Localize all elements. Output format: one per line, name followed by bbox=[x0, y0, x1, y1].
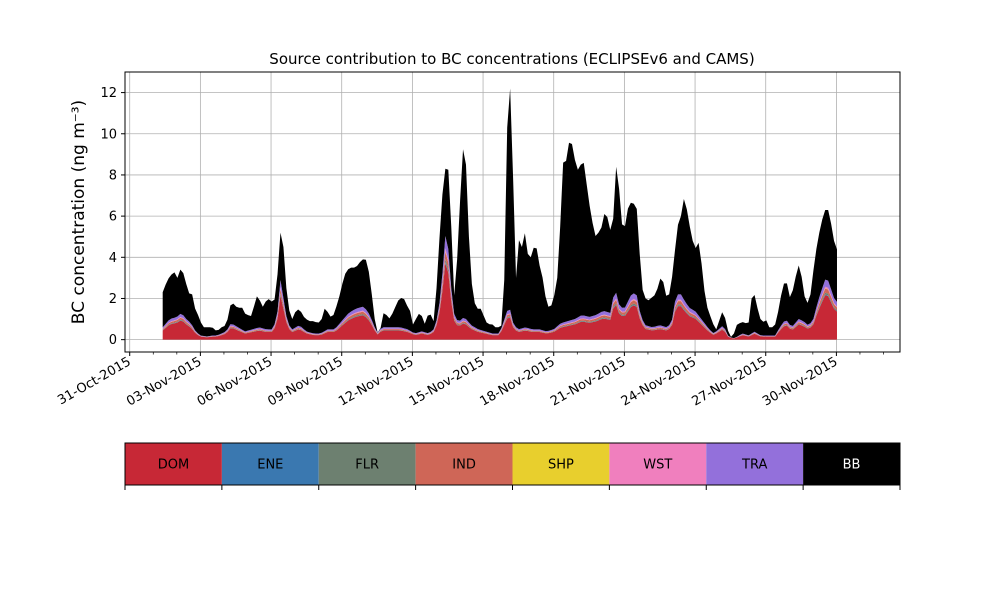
y-tick-label: 4 bbox=[109, 251, 117, 266]
x-tick-label: 15-Nov-2015 bbox=[407, 354, 487, 409]
x-tick-label: 30-Nov-2015 bbox=[760, 354, 840, 409]
area-series-dom bbox=[162, 262, 837, 340]
legend-label: WST bbox=[643, 458, 672, 473]
y-tick-label: 0 bbox=[109, 333, 117, 348]
legend-label: DOM bbox=[158, 458, 189, 473]
legend-label: FLR bbox=[355, 458, 379, 473]
legend-swatch-dom bbox=[125, 443, 222, 485]
x-tick-label: 03-Nov-2015 bbox=[124, 354, 204, 409]
stacked-area-series bbox=[162, 88, 837, 340]
chart-title: Source contribution to BC concentrations… bbox=[269, 50, 754, 68]
legend-swatch-tra bbox=[706, 443, 804, 485]
legend-swatch-flr bbox=[318, 443, 416, 485]
legend-label: TRA bbox=[741, 458, 767, 473]
legend-label: ENE bbox=[257, 458, 283, 473]
x-tick-label: 27-Nov-2015 bbox=[689, 354, 769, 409]
x-tick-label: 12-Nov-2015 bbox=[336, 354, 416, 409]
x-tick-label: 18-Nov-2015 bbox=[477, 354, 557, 409]
legend-swatch-bb bbox=[803, 443, 900, 485]
legend-swatch-wst bbox=[609, 443, 707, 485]
y-tick-label: 8 bbox=[109, 168, 117, 183]
legend-swatch-shp bbox=[512, 443, 610, 485]
y-tick-label: 6 bbox=[109, 210, 117, 225]
plot-frame bbox=[124, 71, 901, 353]
x-tick-label: 21-Nov-2015 bbox=[548, 354, 628, 409]
y-axis-label: BC concentration (ng m⁻³) bbox=[69, 100, 89, 324]
y-tick-label: 10 bbox=[100, 127, 117, 142]
color-legend: DOM ENE FLR IND SHP WST TRA BB bbox=[124, 442, 901, 490]
x-tick-label: 09-Nov-2015 bbox=[265, 354, 345, 409]
x-tick-label: 31-Oct-2015 bbox=[55, 354, 133, 408]
y-tick-label: 12 bbox=[100, 86, 117, 101]
y-tick-label: 2 bbox=[109, 292, 117, 307]
legend-label: SHP bbox=[548, 458, 574, 473]
legend-swatch-ene bbox=[221, 443, 319, 485]
axes: 0 2 4 6 8 10 12 31-Oct-201503-Nov-201506-Nov-20… bbox=[55, 71, 901, 409]
legend-label: BB bbox=[843, 458, 861, 473]
x-tick-label: 24-Nov-2015 bbox=[619, 354, 699, 409]
x-tick-label: 06-Nov-2015 bbox=[195, 354, 275, 409]
legend-swatch-ind bbox=[415, 443, 513, 485]
area-series-bb bbox=[162, 88, 837, 339]
legend-label: IND bbox=[452, 458, 476, 473]
